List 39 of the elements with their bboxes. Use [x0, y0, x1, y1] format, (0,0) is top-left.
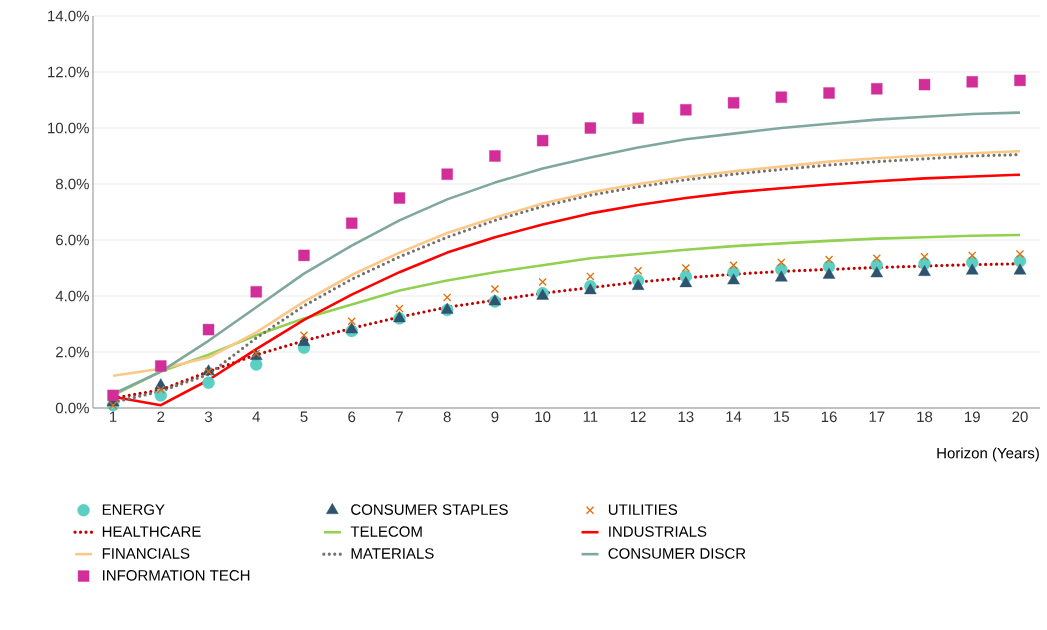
x-tick-label: 3: [204, 411, 213, 423]
legend-label: MATERIALS: [351, 548, 434, 559]
x-tick-label: 18: [917, 411, 933, 423]
y-tick-label: 0.0%: [55, 402, 89, 414]
legend-label: FINANCIALS: [102, 548, 190, 559]
y-tick-label: 14.0%: [48, 10, 89, 22]
x-tick-label: 15: [774, 411, 790, 422]
x-tick-label: 20: [1012, 411, 1028, 423]
x-tick-label: 19: [965, 411, 980, 423]
legend-label: CONSUMER DISCR: [608, 548, 746, 559]
x-tick-label: 4: [252, 411, 260, 422]
x-tick-label: 17: [869, 411, 885, 422]
y-tick-label: 4.0%: [55, 290, 89, 302]
x-tick-label: 1: [110, 411, 117, 422]
x-tick-label: 12: [630, 411, 646, 422]
x-tick-label: 8: [443, 411, 451, 423]
y-tick-label: 6.0%: [56, 234, 89, 246]
x-tick-label: 16: [821, 411, 837, 423]
x-tick-label: 9: [491, 411, 499, 423]
legend-label: HEALTHCARE: [102, 526, 201, 537]
x-axis-title: Horizon (Years): [937, 447, 1039, 462]
legend-label: INDUSTRIALS: [609, 526, 707, 537]
legend-label: TELECOM: [350, 526, 422, 537]
x-tick-label: 5: [300, 411, 308, 422]
legend-label: INFORMATION TECH: [103, 570, 250, 581]
y-tick-label: 12.0%: [48, 66, 89, 78]
y-tick-label: 2.0%: [56, 346, 89, 358]
x-tick-label: 2: [157, 411, 165, 422]
x-tick-label: 7: [396, 411, 403, 422]
y-tick-label: 10.0%: [48, 122, 89, 134]
legend-label: CONSUMER STAPLES: [351, 504, 508, 515]
x-tick-label: 10: [535, 411, 551, 423]
x-tick-label: 13: [678, 411, 694, 423]
x-tick-label: 14: [726, 411, 742, 422]
legend-label: ENERGY: [102, 504, 165, 515]
x-tick-label: 6: [348, 411, 356, 423]
x-tick-label: 11: [583, 411, 598, 422]
y-tick-label: 8.0%: [55, 178, 89, 190]
legend-label: UTILITIES: [608, 504, 678, 515]
